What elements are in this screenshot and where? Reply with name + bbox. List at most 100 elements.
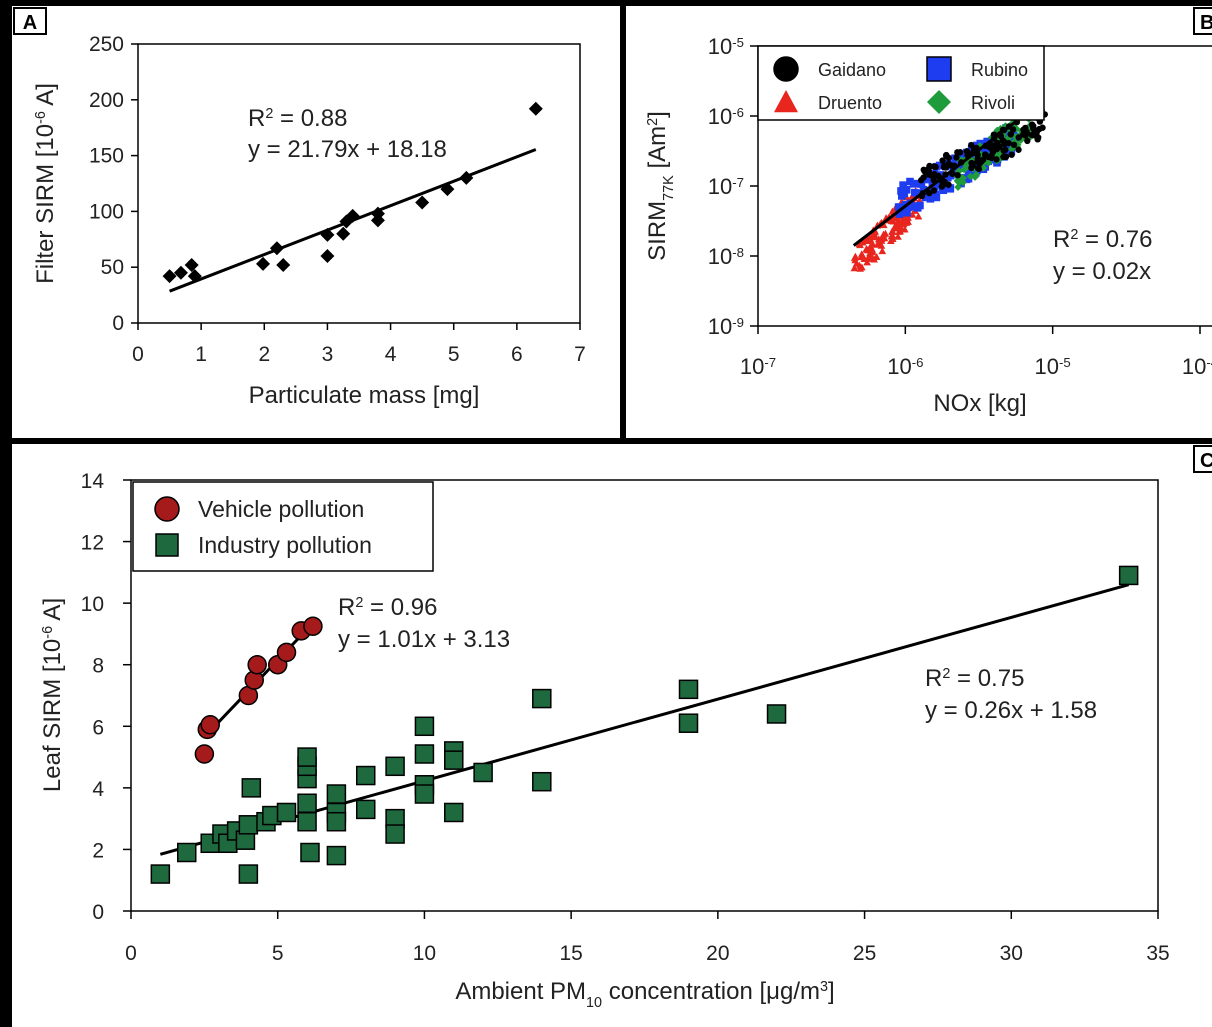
panel-c-industry-data-point: [444, 750, 464, 770]
panel-b-y-axis-label: SIRM77K [Am2]: [644, 111, 677, 261]
panel-c-vehicle-data-point: [276, 642, 297, 663]
panel-c-vehicle-data-point: [194, 744, 215, 764]
panel-c-industry-data-point: [444, 802, 464, 823]
panel-c-y-tick-label: 2: [92, 839, 104, 862]
panel-b-data-point-druento: [852, 259, 861, 267]
panel-c-industry-data-point: [297, 793, 317, 813]
panel-b-data-point-druento: [858, 263, 866, 271]
panel-b-legend-marker-rivoli: [927, 90, 951, 114]
panel-b-data-point-druento: [856, 241, 864, 249]
panel-c-y-tick-label: 8: [92, 655, 104, 678]
panel-b-data-point-druento: [867, 253, 876, 261]
panel-c-y-tick-label: 14: [81, 470, 105, 493]
panel-b-x-tick-label: 10-5: [1035, 354, 1071, 379]
panel-b-legend-marker-druento: [774, 90, 798, 113]
panel-c-industry-fit-line: [159, 583, 1130, 856]
panel-a-y-tick-label: 250: [89, 33, 124, 56]
panel-b-data-point-gaidano: [957, 149, 964, 156]
panel-a-y-tick-label: 0: [112, 312, 124, 335]
panel-b-data-point-gaidano: [978, 158, 985, 165]
panel-b-data-point-rivoli: [1004, 134, 1013, 142]
panel-a-chart: 0 1 2 3 4 5 6 7 0 50 100 150 200 250 Particulate mass …: [32, 33, 586, 409]
panel-b-x-tick-label: 10-4: [1182, 354, 1212, 379]
panel-b-data-point-druento: [878, 247, 887, 255]
panel-c-y-tick-label: 4: [92, 778, 104, 801]
panel-b-data-point-gaidano: [1034, 136, 1041, 143]
panel-c-legend-box: [132, 481, 434, 572]
panel-c-legend-label-industry: Industry pollution: [198, 532, 372, 558]
panel-c-plot-frame: [130, 479, 1159, 912]
panel-a-equation-annotation: y = 21.79x + 18.18: [248, 136, 447, 163]
panel-b-data-point-gaidano: [989, 148, 997, 156]
panel-c-x-axis-label: Ambient PM10 concentration [μg/m3]: [455, 978, 834, 1011]
panel-b-data-point-rubino: [911, 188, 919, 197]
panel-b-data-point-druento: [851, 252, 860, 260]
panel-b-legend-box: [757, 45, 1045, 121]
panel-b-data-point-gaidano: [1000, 147, 1007, 154]
panel-a-plot-frame: [137, 43, 581, 324]
panel-c-label: C: [1200, 450, 1212, 472]
panel-b-data-point-druento: [864, 246, 873, 254]
panel-b-legend-label-rivoli: Rivoli: [971, 93, 1015, 113]
panel-c-industry-data-point: [326, 784, 347, 804]
panel-b-data-point-druento: [863, 258, 871, 266]
panel-b-data-point-gaidano: [945, 181, 952, 188]
panel-b-data-point-druento: [881, 229, 890, 237]
panel-c-industry-data-point: [1118, 565, 1139, 586]
panel-b-label: B: [1200, 12, 1212, 34]
panel-b-data-point-rivoli: [954, 176, 962, 185]
panel-c-industry-data-point: [532, 688, 552, 709]
panel-c-legend-marker-industry: [155, 533, 179, 557]
panel-c-y-axis-label: Leaf SIRM [10-6 A]: [39, 598, 66, 792]
panel-c-chart: 0 5 10 15 20 25 30 35 0 2 4 6 8 10 12 14 Ambient PM10 co…: [39, 470, 1170, 1011]
panel-a-x-axis-label: Particulate mass [mg]: [249, 382, 480, 409]
panel-a-data-point: [440, 182, 455, 197]
panel-a-x-tick-label: 3: [322, 343, 334, 366]
panel-b-data-point-gaidano: [940, 163, 948, 171]
panel-c-industry-data-point: [355, 799, 376, 820]
panel-b-data-point-gaidano: [988, 154, 995, 162]
panel-b-data-point-gaidano: [968, 141, 975, 149]
panel-a-x-tick-label: 5: [448, 343, 460, 366]
panel-c-industry-data-point: [150, 864, 171, 884]
panel-b-data-point-druento: [869, 240, 877, 248]
panel-c-industry-data-point: [326, 811, 347, 832]
panel-b-data-point-rubino: [921, 193, 930, 202]
panel-a-y-tick-label: 100: [89, 200, 124, 223]
panel-b-data-point-rivoli: [971, 173, 979, 181]
panel-c-industry-data-point: [326, 845, 347, 866]
panel-b-data-point-gaidano: [930, 187, 938, 194]
panel-b-x-axis-label: NOx [kg]: [933, 390, 1026, 417]
panel-b-data-point-gaidano: [1008, 151, 1015, 158]
panel-a-data-point: [173, 265, 188, 280]
panel-a-data-point: [269, 241, 284, 256]
panel-b-data-point-rivoli: [966, 172, 975, 181]
panel-c-y-tick-label: 12: [81, 532, 104, 555]
panel-a-y-axis-label: Filter SIRM [10-6 A]: [32, 83, 59, 284]
panel-b-data-point-druento: [861, 235, 869, 243]
panel-a-label: A: [23, 12, 37, 34]
panel-c-industry-data-point: [355, 765, 376, 786]
panel-b-x-tick-label: 10-6: [887, 354, 923, 379]
panel-a-data-point: [256, 256, 271, 271]
panel-b-data-point-gaidano: [925, 165, 932, 172]
panel-b-data-point-rivoli: [992, 150, 1000, 159]
panel-c-x-tick-label: 30: [1000, 942, 1023, 965]
panel-b-data-point-gaidano: [953, 154, 960, 161]
panel-a-data-point: [370, 206, 385, 221]
panel-b-data-point-rubino: [956, 164, 965, 173]
panel-b-data-point-rivoli: [984, 159, 993, 167]
panel-b-data-point-gaidano: [1020, 126, 1027, 133]
panel-b-data-point-rubino: [964, 174, 973, 183]
panel-b-chart: 10-7 10-6 10-5 10-4 10-9 10-8 10-7 10-6 10-5 NOx …: [644, 34, 1212, 417]
panel-b-legend-marker-rubino: [926, 56, 952, 82]
panel-b-data-point-druento: [889, 217, 898, 225]
panel-c-label-box: [1193, 445, 1212, 473]
panel-b-data-point-gaidano: [1029, 122, 1037, 130]
panel-c-legend-marker-vehicle: [154, 496, 180, 522]
panel-b-data-point-gaidano: [931, 171, 938, 178]
panel-c-legend: Vehicle pollution Industry pollution: [132, 481, 434, 572]
panel-c-vehicle-r2-annotation: R2 = 0.96: [338, 594, 437, 621]
